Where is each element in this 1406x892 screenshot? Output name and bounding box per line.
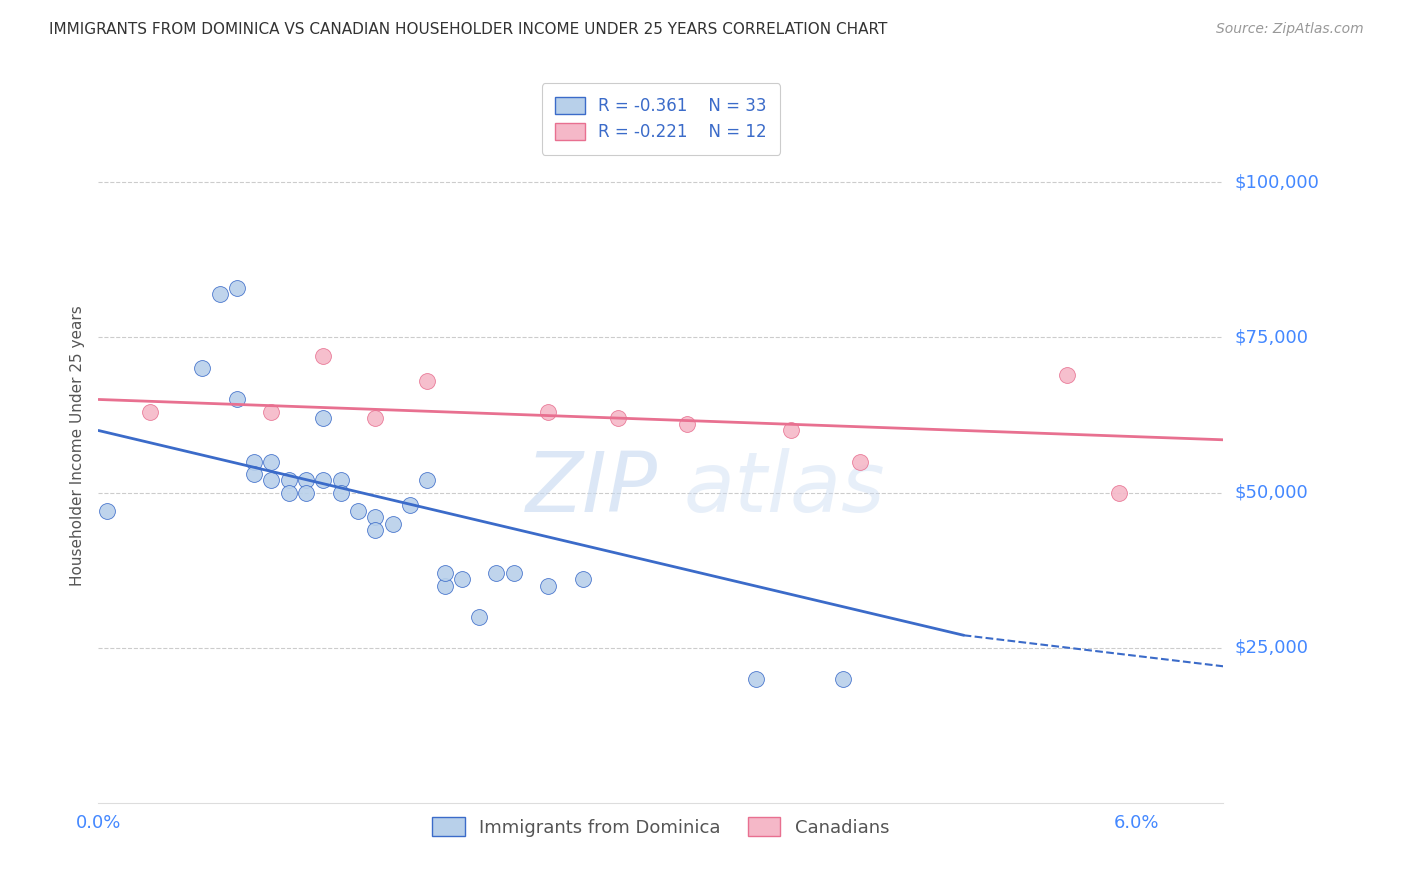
Text: atlas: atlas	[683, 449, 884, 529]
Point	[502, 566, 524, 581]
Point	[295, 485, 318, 500]
Text: Source: ZipAtlas.com: Source: ZipAtlas.com	[1216, 22, 1364, 37]
Point	[450, 573, 472, 587]
Point	[191, 361, 214, 376]
Point	[364, 523, 387, 537]
Point	[745, 672, 768, 686]
Point	[468, 609, 491, 624]
Point	[347, 504, 370, 518]
Point	[779, 424, 801, 438]
Y-axis label: Householder Income Under 25 years: Householder Income Under 25 years	[69, 306, 84, 586]
Point	[96, 504, 118, 518]
Legend: Immigrants from Dominica, Canadians: Immigrants from Dominica, Canadians	[425, 810, 897, 844]
Point	[312, 473, 335, 487]
Point	[849, 454, 872, 468]
Point	[329, 473, 352, 487]
Point	[243, 467, 266, 481]
Point	[208, 287, 231, 301]
Point	[329, 485, 352, 500]
Point	[260, 473, 283, 487]
Point	[485, 566, 508, 581]
Point	[312, 349, 335, 363]
Point	[537, 579, 560, 593]
Point	[225, 392, 247, 407]
Point	[416, 374, 439, 388]
Text: $100,000: $100,000	[1234, 173, 1319, 191]
Point	[831, 672, 853, 686]
Point	[277, 473, 299, 487]
Point	[433, 566, 456, 581]
Point	[416, 473, 439, 487]
Point	[572, 573, 595, 587]
Point	[364, 510, 387, 524]
Point	[364, 411, 387, 425]
Point	[295, 473, 318, 487]
Point	[277, 485, 299, 500]
Point	[139, 405, 162, 419]
Point	[537, 405, 560, 419]
Point	[1056, 368, 1078, 382]
Text: $75,000: $75,000	[1234, 328, 1309, 346]
Point	[399, 498, 422, 512]
Point	[1108, 485, 1130, 500]
Point	[675, 417, 697, 432]
Point	[312, 411, 335, 425]
Point	[381, 516, 404, 531]
Text: IMMIGRANTS FROM DOMINICA VS CANADIAN HOUSEHOLDER INCOME UNDER 25 YEARS CORRELATI: IMMIGRANTS FROM DOMINICA VS CANADIAN HOU…	[49, 22, 887, 37]
Point	[606, 411, 628, 425]
Point	[243, 454, 266, 468]
Text: $25,000: $25,000	[1234, 639, 1309, 657]
Point	[260, 405, 283, 419]
Point	[260, 454, 283, 468]
Point	[225, 281, 247, 295]
Text: ZIP: ZIP	[526, 449, 658, 529]
Point	[433, 579, 456, 593]
Text: $50,000: $50,000	[1234, 483, 1308, 501]
